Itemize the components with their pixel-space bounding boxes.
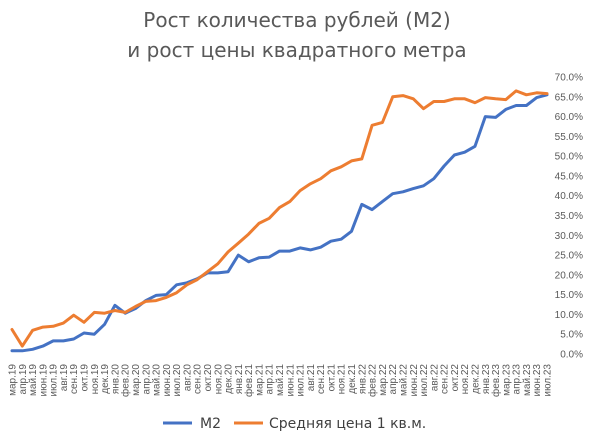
y-tick-label: 50.0%	[555, 152, 583, 163]
x-tick-label: июл.23	[543, 364, 554, 397]
x-tick-label: окт.20	[203, 364, 214, 392]
y-tick-label: 0.0%	[560, 350, 583, 361]
x-tick-label: сен.19	[69, 364, 80, 394]
x-tick-label: ноя.22	[460, 364, 471, 395]
x-tick-label: фев.22	[367, 364, 379, 397]
x-tick-label: апр.22	[388, 364, 399, 395]
x-tick-label: авг.22	[429, 364, 440, 392]
x-tick-label: дек.22	[470, 364, 481, 394]
x-tick-label: дек.20	[224, 364, 235, 394]
x-tick-label: мар.19	[8, 364, 19, 396]
x-tick-label: июл.20	[172, 364, 183, 397]
chart-title-line-1: Рост количества рублей (М2)	[143, 8, 450, 32]
x-tick-label: ноя.21	[337, 364, 348, 395]
y-tick-label: 40.0%	[555, 191, 583, 202]
x-tick-label: фев.21	[243, 364, 255, 397]
x-tick-label: авг.21	[306, 364, 317, 392]
x-tick-label: июн.19	[38, 364, 49, 397]
y-tick-label: 5.0%	[560, 330, 583, 341]
x-tick-label: янв.20	[110, 364, 121, 395]
y-tick-label: 20.0%	[555, 270, 583, 281]
plot-area	[10, 89, 549, 353]
x-tick-label: дек.21	[347, 364, 358, 394]
y-tick-label: 30.0%	[555, 231, 583, 242]
y-tick-label: 10.0%	[555, 310, 583, 321]
x-tick-label: июл.21	[296, 364, 307, 397]
chart-title-line-2: и рост цены квадратного метра	[127, 38, 466, 62]
x-tick-label: июн.21	[285, 364, 296, 397]
series-line-m2	[10, 93, 549, 353]
x-tick-label: мар.22	[378, 364, 389, 396]
y-axis: 0.0% 5.0% 10.0% 15.0% 20.0% 25.0% 30.0% 35.0% 40…	[555, 73, 583, 361]
x-tick-label: сен.21	[316, 364, 327, 394]
x-tick-label: сен.22	[440, 364, 451, 394]
x-axis: мар.19 апр.19 май.19 июн.19 июл.19 авг.19 сен.…	[8, 364, 554, 397]
x-tick-label: мар.20	[131, 364, 142, 396]
x-tick-label: фев.20	[120, 364, 132, 397]
x-tick-label: дек.19	[100, 364, 111, 394]
x-tick-label: май.21	[275, 364, 286, 396]
y-tick-label: 55.0%	[555, 132, 583, 143]
x-tick-label: янв.21	[234, 364, 245, 395]
x-tick-label: ноя.19	[90, 364, 101, 395]
y-tick-label: 60.0%	[555, 112, 583, 123]
x-tick-label: май.19	[28, 364, 39, 396]
x-tick-label: ноя.20	[213, 364, 224, 395]
y-tick-label: 35.0%	[555, 211, 583, 222]
y-tick-label: 45.0%	[555, 171, 583, 182]
x-tick-label: окт.22	[450, 364, 461, 392]
y-tick-label: 65.0%	[555, 92, 583, 103]
x-tick-label: июн.22	[409, 364, 420, 397]
x-tick-label: май.20	[152, 364, 163, 396]
x-tick-label: авг.20	[182, 364, 193, 392]
x-tick-label: окт.21	[326, 364, 337, 392]
x-tick-label: янв.23	[481, 364, 492, 395]
x-tick-label: фев.23	[490, 364, 502, 397]
y-tick-label: 25.0%	[555, 251, 583, 262]
x-tick-label: окт.19	[80, 364, 91, 392]
x-tick-label: сен.20	[193, 364, 204, 394]
y-tick-label: 70.0%	[555, 73, 583, 84]
x-tick-label: апр.23	[512, 364, 523, 395]
y-tick-label: 15.0%	[555, 290, 583, 301]
x-tick-label: янв.22	[357, 364, 368, 395]
legend-label-price: Средняя цена 1 кв.м.	[269, 416, 426, 432]
x-tick-label: апр.19	[18, 364, 29, 395]
series-line-price	[10, 89, 549, 348]
legend-label-m2: М2	[200, 416, 221, 432]
x-tick-label: июл.22	[419, 364, 430, 397]
x-tick-label: мар.23	[501, 364, 512, 396]
x-tick-label: авг.19	[59, 364, 70, 392]
x-tick-label: апр.20	[141, 364, 152, 395]
x-tick-label: июн.23	[532, 364, 543, 397]
x-tick-label: май.22	[398, 364, 409, 396]
x-tick-label: июл.19	[49, 364, 60, 397]
x-tick-label: июн.20	[162, 364, 173, 397]
legend: М2 Средняя цена 1 кв.м.	[163, 416, 426, 432]
x-tick-label: апр.21	[265, 364, 276, 395]
x-tick-label: мар.21	[254, 364, 265, 396]
x-tick-label: май.23	[522, 364, 533, 396]
